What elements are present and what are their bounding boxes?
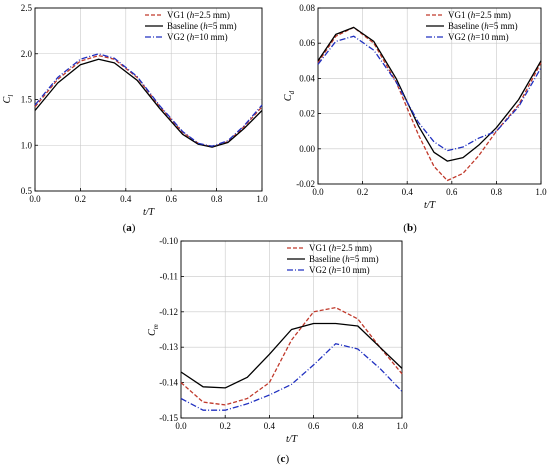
x-tick-label: 0.4 [264,421,276,431]
y-tick-label: 0.06 [299,38,315,48]
legend-label: VG2 (h=10 mm) [448,32,509,42]
series-line [34,58,263,148]
x-tick-label: 0.0 [29,194,41,204]
x-tick-label: 0.0 [175,421,187,431]
x-tick-label: 0.6 [446,187,458,197]
chart-panel-1: 0.0 0.2 0.4 0.6 0.8 1.0 -0.02 0.00 0.02 0.04 0.06 0… [283,3,547,234]
x-tick-label: 0.0 [312,187,324,197]
legend-label: Baseline (h=5 mm) [309,254,379,264]
y-tick-label: 2.0 [21,49,33,59]
legend-label: VG1 (h=2.5 mm) [448,10,511,20]
x-tick-label: 0.2 [357,187,368,197]
series-line [317,26,542,162]
y-tick-label: -0.15 [159,413,178,423]
x-tick-label: 0.2 [220,421,231,431]
panel-label: (c) [277,453,290,465]
legend-label: Baseline (h=5 mm) [448,21,518,31]
y-tick-label: -0.14 [159,378,178,388]
x-tick-label: 0.4 [120,194,132,204]
y-tick-label: 1.0 [21,140,33,150]
series-line [180,343,403,411]
series-line [180,306,403,406]
panel-label: (b) [403,222,417,234]
chart-panel-2: 0.0 0.2 0.4 0.6 0.8 1.0 -0.15 -0.14 -0.13 -0.12 -0… [147,236,408,465]
y-tick-label: 2.5 [21,3,33,13]
x-tick-label: 0.6 [308,421,320,431]
y-tick-label: -0.10 [159,236,178,246]
y-tick-label: 0.00 [299,144,315,154]
y-tick-label: 0.08 [299,3,315,13]
x-tick-label: 0.2 [75,194,86,204]
x-tick-label: 0.4 [402,187,414,197]
x-tick-label: 0.8 [211,194,223,204]
x-tick-label: 1.0 [535,187,547,197]
y-tick-label: -0.13 [159,342,178,352]
x-tick-label: 1.0 [396,421,408,431]
plot-frame [317,7,542,185]
series-line [34,53,263,147]
legend-label: VG2 (h=10 mm) [167,32,228,42]
chart-panel-0: 0.0 0.2 0.4 0.6 0.8 1.0 0.5 1.0 1.5 2.0 2.5 t/T Cl VG… [2,3,268,234]
legend-label: Baseline (h=5 mm) [167,21,237,31]
legend-label: VG2 (h=10 mm) [309,265,370,275]
x-tick-label: 0.6 [166,194,178,204]
y-axis-label: Cd [283,90,296,101]
x-axis-label: t/T [143,207,156,218]
y-tick-label: -0.12 [159,307,178,317]
series-line [317,35,542,152]
legend-label: VG1 (h=2.5 mm) [309,243,372,253]
y-tick-label: -0.02 [296,179,315,189]
y-axis-label: Cl [2,95,15,104]
y-tick-label: 0.04 [299,73,315,83]
y-tick-label: -0.11 [160,271,178,281]
series-line [317,26,542,182]
y-tick-label: 0.02 [299,109,315,119]
y-tick-label: 1.5 [21,95,33,105]
x-axis-label: t/T [424,200,437,211]
series-line [180,322,403,389]
panel-label: (a) [123,222,136,234]
y-tick-label: 0.5 [21,186,33,196]
x-tick-label: 0.8 [352,421,364,431]
series-line [34,54,263,148]
x-axis-label: t/T [286,434,299,445]
x-tick-label: 1.0 [256,194,268,204]
plot-frame [180,240,403,419]
y-axis-label: Cm [147,324,160,336]
x-tick-label: 0.8 [491,187,503,197]
legend-label: VG1 (h=2.5 mm) [167,10,230,20]
